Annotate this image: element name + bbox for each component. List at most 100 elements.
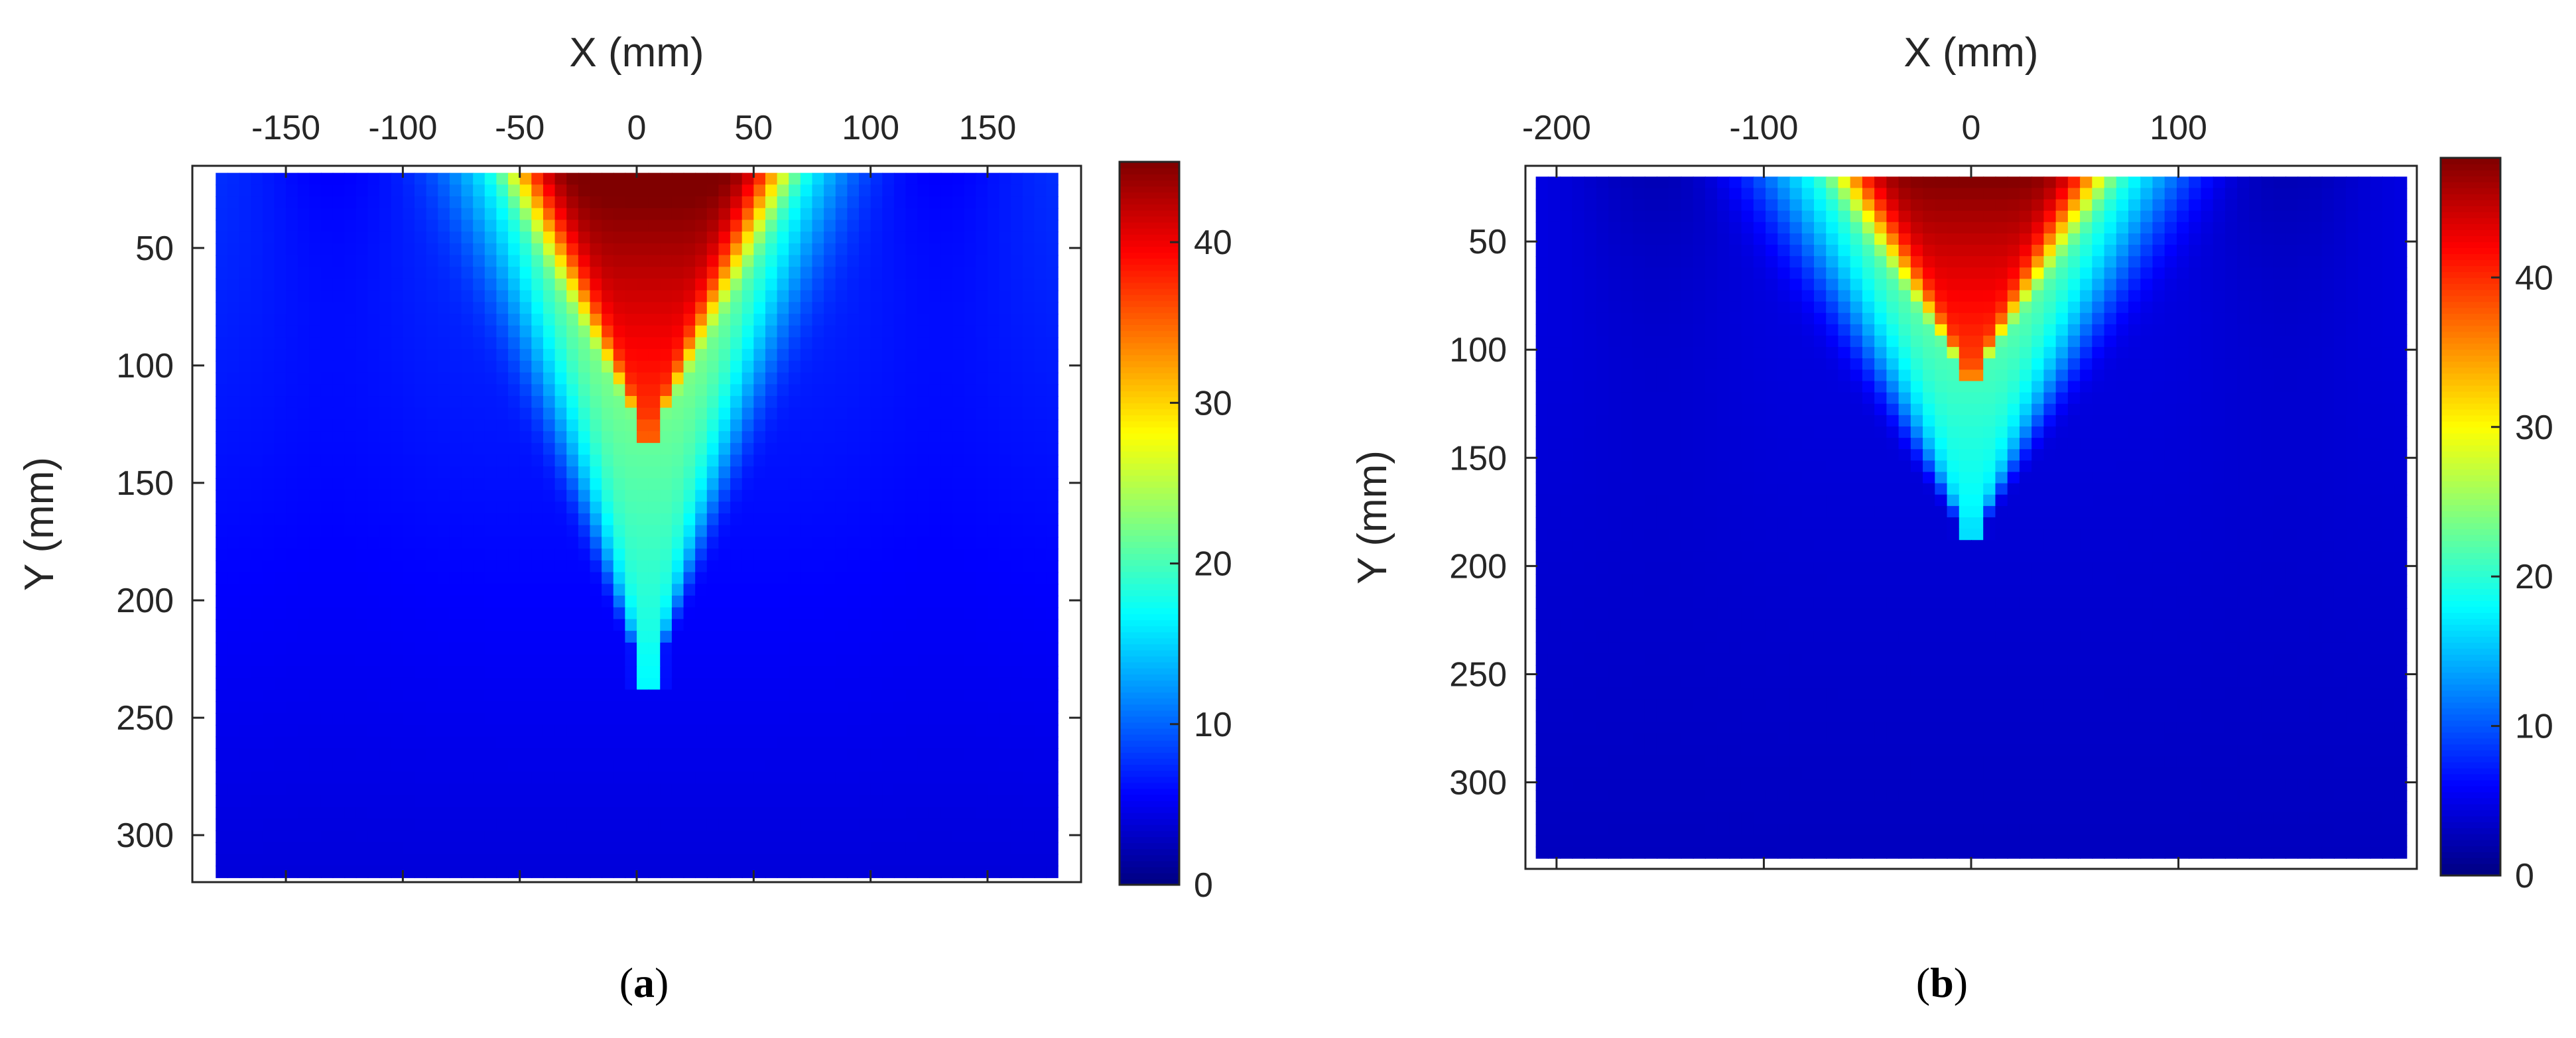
heatmap-cell: [777, 654, 790, 667]
heatmap-cell: [695, 360, 708, 373]
heatmap-cell: [648, 854, 661, 867]
heatmap-cell: [344, 607, 357, 620]
heatmap-cell: [274, 866, 287, 878]
heatmap-cell: [2237, 233, 2250, 246]
heatmap-cell: [216, 560, 228, 573]
heatmap-cell: [426, 501, 439, 515]
heatmap-cell: [484, 431, 497, 444]
heatmap-cell: [508, 854, 521, 867]
heatmap-cell: [730, 396, 743, 409]
heatmap-cell: [590, 314, 603, 326]
heatmap-cell: [789, 325, 801, 338]
heatmap-cell: [952, 184, 965, 198]
heatmap-cell: [660, 290, 673, 303]
heatmap-cell: [426, 619, 439, 632]
heatmap-cell: [262, 619, 275, 632]
heatmap-cell: [274, 654, 287, 667]
heatmap-cell: [671, 243, 684, 256]
heatmap-cell: [344, 596, 357, 608]
heatmap-cell: [730, 384, 743, 397]
heatmap-cell: [415, 278, 427, 291]
heatmap-cell: [824, 549, 836, 561]
heatmap-cell: [812, 748, 825, 761]
heatmap-cell: [332, 243, 346, 256]
heatmap-cell: [251, 360, 263, 373]
heatmap-cell: [566, 184, 579, 198]
heatmap-cell: [227, 689, 240, 702]
heatmap-cell: [1046, 596, 1059, 608]
heatmap-cell: [1705, 245, 1718, 257]
heatmap-cell: [1547, 233, 1561, 246]
heatmap-cell: [648, 325, 661, 338]
heatmap-cell: [1034, 701, 1047, 714]
heatmap-cell: [753, 372, 766, 385]
heatmap-field-b: [1535, 176, 2408, 859]
heatmap-cell: [309, 537, 322, 550]
heatmap-cell: [578, 290, 591, 303]
heatmap-cell: [706, 631, 720, 643]
heatmap-cell: [332, 384, 346, 397]
heatmap-cell: [777, 396, 790, 409]
heatmap-cell: [426, 537, 439, 550]
heatmap-cell: [777, 537, 790, 550]
heatmap-cell: [602, 302, 614, 315]
heatmap-cell: [508, 748, 521, 761]
heatmap-cell: [987, 489, 1000, 503]
heatmap-cell: [648, 607, 661, 620]
heatmap-cell: [543, 337, 556, 350]
heatmap-cell: [531, 407, 544, 421]
heatmap-cell: [379, 290, 392, 303]
heatmap-cell: [2394, 199, 2408, 212]
heatmap-cell: [367, 208, 381, 221]
heatmap-cell: [847, 325, 860, 338]
heatmap-cell: [1572, 245, 1585, 257]
heatmap-cell: [355, 619, 369, 632]
heatmap-cell: [484, 572, 497, 585]
heatmap-cell: [695, 442, 708, 456]
heatmap-cell: [847, 384, 860, 397]
heatmap-cell: [508, 759, 521, 773]
heatmap-cell: [847, 701, 860, 714]
heatmap-cell: [578, 666, 591, 679]
colorbar-step: [1120, 330, 1179, 338]
heatmap-cell: [835, 560, 848, 573]
heatmap-cell: [578, 243, 591, 256]
heatmap-cell: [1923, 222, 1936, 234]
heatmap-cell: [730, 525, 743, 538]
heatmap-cell: [367, 501, 381, 515]
heatmap-cell: [671, 795, 684, 808]
heatmap-cell: [286, 560, 298, 573]
heatmap-cell: [1632, 222, 1645, 234]
heatmap-cell: [578, 795, 591, 808]
heatmap-cell: [449, 783, 462, 796]
heatmap-cell: [940, 596, 954, 608]
heatmap-cell: [274, 431, 287, 444]
heatmap-cell: [566, 243, 579, 256]
heatmap-cell: [671, 290, 684, 303]
heatmap-cell: [905, 713, 919, 726]
heatmap-cell: [519, 243, 533, 256]
heatmap-cell: [625, 372, 637, 385]
heatmap-cell: [379, 172, 392, 186]
heatmap-cell: [239, 701, 252, 714]
heatmap-cell: [262, 724, 275, 738]
heatmap-cell: [484, 795, 497, 808]
heatmap-cell: [893, 596, 907, 608]
heatmap-cell: [695, 701, 708, 714]
heatmap-cell: [379, 654, 392, 667]
heatmap-cell: [859, 407, 871, 421]
heatmap-cell: [320, 631, 334, 643]
heatmap-cell: [1034, 666, 1047, 679]
heatmap-cell: [508, 231, 521, 244]
heatmap-cell: [824, 302, 836, 315]
heatmap-cell: [835, 466, 848, 479]
heatmap-cell: [367, 407, 381, 421]
heatmap-cell: [765, 267, 778, 279]
heatmap-cell: [473, 372, 485, 385]
heatmap-cell: [847, 572, 860, 585]
heatmap-cell: [367, 677, 381, 690]
heatmap-cell: [976, 748, 988, 761]
heatmap-cell: [449, 255, 462, 268]
heatmap-cell: [741, 525, 755, 538]
heatmap-cell: [473, 196, 485, 209]
